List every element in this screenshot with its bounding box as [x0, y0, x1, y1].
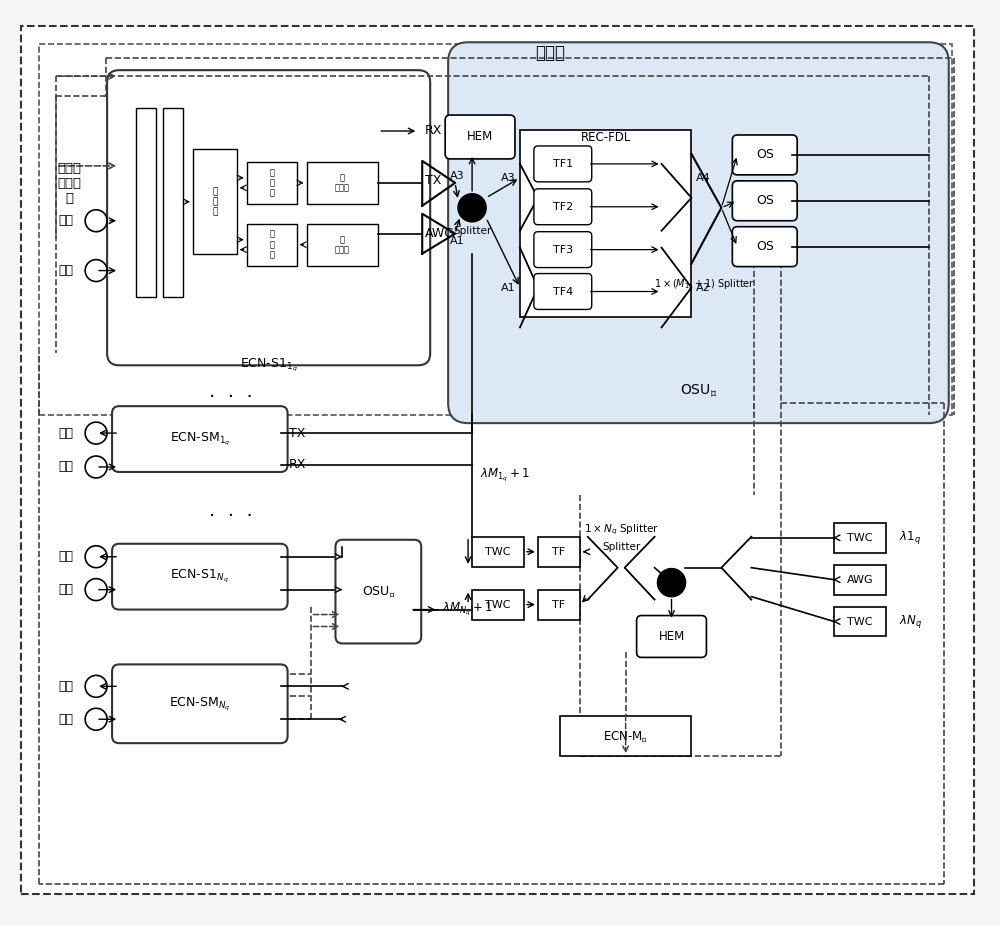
FancyBboxPatch shape — [534, 146, 592, 182]
Text: 数据: 数据 — [59, 550, 74, 563]
Text: A3: A3 — [501, 173, 516, 183]
Bar — [538, 589, 580, 620]
Text: OSU$_{边}$: OSU$_{边}$ — [680, 382, 717, 399]
Text: 光
发射器: 光 发射器 — [335, 173, 350, 192]
Bar — [472, 536, 524, 567]
Bar — [193, 149, 237, 253]
Text: 分
包
器: 分 包 器 — [269, 229, 274, 260]
FancyBboxPatch shape — [732, 227, 797, 266]
Text: ECN-S1$_{N_q}$: ECN-S1$_{N_q}$ — [170, 568, 229, 586]
Text: OS: OS — [756, 240, 774, 253]
Text: 数据: 数据 — [59, 264, 74, 278]
Text: OS: OS — [756, 194, 774, 207]
FancyBboxPatch shape — [637, 615, 706, 658]
Bar — [560, 716, 691, 756]
FancyBboxPatch shape — [534, 189, 592, 225]
Text: 数据: 数据 — [59, 426, 74, 439]
Bar — [834, 523, 886, 553]
FancyBboxPatch shape — [335, 540, 421, 644]
Text: TWC: TWC — [485, 547, 511, 557]
Bar — [307, 162, 378, 204]
Text: $\lambda M_{N_q}+1$: $\lambda M_{N_q}+1$ — [442, 601, 493, 618]
Bar — [307, 224, 378, 265]
Text: TX: TX — [289, 426, 305, 439]
Text: ECN-SM$_{1_q}$: ECN-SM$_{1_q}$ — [170, 430, 230, 448]
Text: ECN-S1$_{1_q}$: ECN-S1$_{1_q}$ — [240, 357, 298, 374]
Text: RX: RX — [289, 459, 306, 472]
Bar — [136, 108, 156, 298]
Bar — [834, 607, 886, 636]
Text: ECN-M$_{边}$: ECN-M$_{边}$ — [603, 729, 648, 744]
Text: TF3: TF3 — [553, 244, 573, 254]
Text: TF: TF — [552, 599, 565, 610]
Text: 光标签: 光标签 — [535, 44, 565, 62]
FancyBboxPatch shape — [112, 406, 288, 472]
Text: ECN-SM$_{N_q}$: ECN-SM$_{N_q}$ — [169, 696, 231, 713]
Bar — [39, 44, 952, 415]
FancyBboxPatch shape — [534, 231, 592, 267]
Circle shape — [658, 569, 685, 597]
Bar — [834, 564, 886, 595]
Bar — [247, 224, 297, 265]
Text: HEM: HEM — [658, 630, 685, 643]
Text: $1\times(M_{1_q}+1)$ Splitter: $1\times(M_{1_q}+1)$ Splitter — [654, 278, 755, 293]
Text: 调
度
器: 调 度 器 — [269, 168, 274, 198]
Text: TF2: TF2 — [553, 202, 573, 212]
Text: TF1: TF1 — [553, 159, 573, 169]
Bar — [163, 108, 183, 298]
Text: 接
收
器: 接 收 器 — [212, 187, 217, 216]
Text: 数据: 数据 — [59, 680, 74, 693]
Text: 数据: 数据 — [59, 215, 74, 228]
Text: TX: TX — [425, 174, 442, 188]
FancyBboxPatch shape — [107, 70, 430, 365]
Text: 数据: 数据 — [59, 713, 74, 726]
Text: A4: A4 — [695, 173, 710, 183]
FancyBboxPatch shape — [112, 544, 288, 610]
Text: REC-FDL: REC-FDL — [581, 131, 631, 144]
Bar — [247, 162, 297, 204]
Text: Splitter: Splitter — [453, 226, 491, 236]
Text: A2: A2 — [695, 282, 710, 292]
Text: OS: OS — [756, 148, 774, 162]
Text: 光
接收器: 光 接收器 — [335, 235, 350, 254]
Text: TWC: TWC — [847, 617, 873, 626]
FancyBboxPatch shape — [732, 135, 797, 175]
Text: ·  ·  ·: · · · — [209, 388, 253, 407]
Text: A1: A1 — [501, 282, 516, 292]
Text: AWG: AWG — [847, 574, 873, 585]
Text: TF4: TF4 — [553, 287, 573, 297]
FancyBboxPatch shape — [732, 181, 797, 221]
Text: HEM: HEM — [467, 130, 493, 143]
Circle shape — [458, 194, 486, 222]
Bar — [520, 130, 691, 317]
Text: $1\times N_q$ Splitter: $1\times N_q$ Splitter — [584, 523, 659, 537]
Text: OSU$_{边}$: OSU$_{边}$ — [362, 584, 395, 599]
Bar — [472, 589, 524, 620]
Text: 数据: 数据 — [59, 461, 74, 474]
Text: RX: RX — [425, 125, 443, 138]
Text: A1: A1 — [450, 236, 464, 246]
Text: TWC: TWC — [847, 533, 873, 543]
Text: $\lambda M_{1_q}+1$: $\lambda M_{1_q}+1$ — [480, 466, 530, 484]
Text: 数据: 数据 — [59, 583, 74, 596]
Text: TWC: TWC — [485, 599, 511, 610]
Text: AWG: AWG — [425, 228, 455, 240]
Text: ·  ·  ·: · · · — [209, 507, 253, 526]
Text: $\lambda 1_q$: $\lambda 1_q$ — [899, 529, 921, 547]
Bar — [538, 536, 580, 567]
FancyBboxPatch shape — [112, 664, 288, 743]
Text: $\lambda N_q$: $\lambda N_q$ — [899, 613, 922, 630]
FancyBboxPatch shape — [445, 115, 515, 159]
FancyBboxPatch shape — [534, 274, 592, 310]
Text: A3: A3 — [450, 171, 464, 181]
Text: TF: TF — [552, 547, 565, 557]
Text: 光交换
控制信
号: 光交换 控制信 号 — [57, 163, 81, 205]
Text: Splitter: Splitter — [603, 542, 641, 551]
FancyBboxPatch shape — [448, 43, 949, 423]
